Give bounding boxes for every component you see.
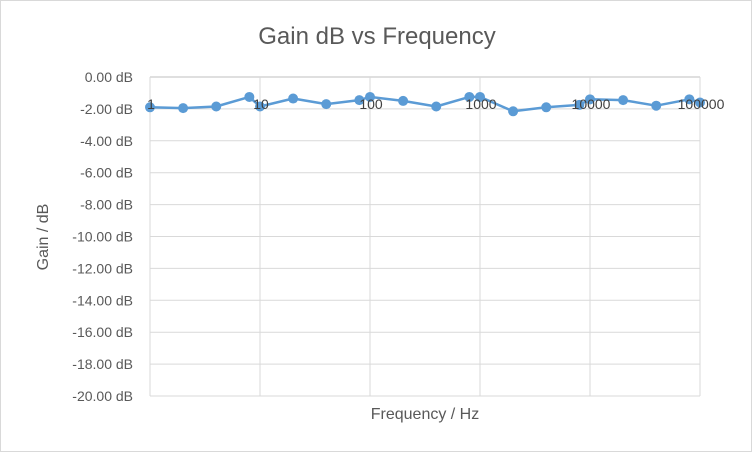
- data-point: [244, 91, 255, 102]
- y-tick-label: -8.00 dB: [80, 197, 133, 213]
- x-tick-labels: 1 10 100 1000 10000 100000: [147, 96, 724, 112]
- data-point: [508, 106, 519, 117]
- data-point: [651, 100, 662, 111]
- y-tick-label: -10.00 dB: [72, 229, 133, 245]
- y-tick-label: 0.00 dB: [85, 69, 133, 85]
- y-tick-labels: 0.00 dB -2.00 dB -4.00 dB -6.00 dB -8.00 dB -…: [72, 69, 133, 404]
- x-tick-label: 100000: [678, 96, 725, 112]
- data-point: [618, 95, 629, 106]
- y-tick-label: -14.00 dB: [72, 292, 133, 308]
- data-point: [684, 94, 695, 105]
- data-point: [288, 93, 299, 104]
- data-point: [695, 97, 705, 108]
- y-tick-label: -16.00 dB: [72, 324, 133, 340]
- x-ticks: [149, 76, 701, 396]
- gridlines: [149, 76, 700, 397]
- data-point: [178, 103, 189, 114]
- series: [145, 91, 705, 117]
- data-point: [464, 91, 475, 102]
- data-point: [475, 91, 485, 102]
- data-point: [365, 91, 375, 102]
- data-point: [321, 99, 332, 110]
- data-point: [574, 99, 585, 110]
- x-tick-label: 10000: [572, 96, 611, 112]
- chart-title: Gain dB vs Frequency: [258, 23, 495, 50]
- x-axis-title: Frequency / Hz: [371, 406, 479, 423]
- data-point: [398, 95, 409, 106]
- data-point: [211, 101, 222, 112]
- data-point: [255, 101, 265, 112]
- data-point: [354, 95, 365, 106]
- y-tick-label: -4.00 dB: [80, 133, 133, 149]
- y-tick-label: -2.00 dB: [80, 101, 133, 117]
- y-tick-label: -6.00 dB: [80, 165, 133, 181]
- data-point: [145, 102, 155, 113]
- x-tick-label: 1: [147, 96, 155, 112]
- y-tick-label: -20.00 dB: [72, 388, 133, 404]
- y-tick-label: -12.00 dB: [72, 260, 133, 276]
- data-point: [541, 102, 552, 113]
- y-axis-title: Gain / dB: [35, 204, 52, 271]
- data-point: [585, 94, 595, 105]
- y-tick-label: -18.00 dB: [72, 356, 133, 372]
- x-tick-label: 10: [253, 96, 269, 112]
- x-tick-label: 100: [359, 96, 383, 112]
- x-tick-label: 1000: [465, 96, 496, 112]
- data-point: [431, 101, 442, 112]
